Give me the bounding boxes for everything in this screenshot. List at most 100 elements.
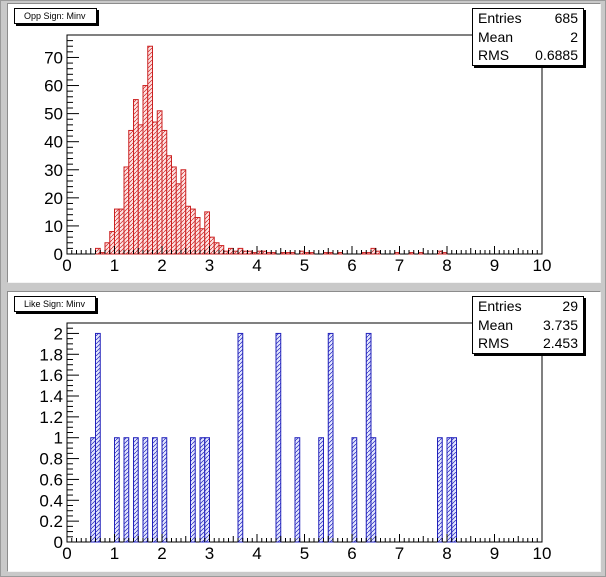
y-tick-label: 10 [44,217,63,236]
histogram-bin [133,99,139,255]
pad-opp-sign: 0 1 2 3 4 5 6 7 8 9 10 0 10 20 30 40 50 60 70 Opp Sign: Mi… [7,3,601,283]
x-tick-label: 9 [490,256,499,275]
histogram-bin [133,437,139,543]
opp-sign-histogram: 0 1 2 3 4 5 6 7 8 9 10 0 10 20 30 40 50 60 70 [44,34,551,275]
y-tick-label: 0.6 [39,470,63,489]
histogram-bin [327,332,334,543]
y-tick-label: 0 [54,533,63,552]
y-tick-label: 1 [54,429,63,448]
stats-rms: RMS 2.453 [473,334,583,353]
histogram-bin [123,437,130,543]
stats-box[interactable]: Entries 685 Mean 2 RMS 0.6885 [472,8,584,66]
histogram-bin [256,250,263,255]
histogram-bin [223,250,229,255]
y-tick-label: 60 [44,77,63,96]
x-tick-label: 0 [62,256,71,275]
x-tick-label: 6 [347,544,356,563]
x-tick-label: 1 [110,256,119,275]
y-tick-label: 50 [44,105,63,124]
y-tick-label: 70 [44,48,63,67]
histogram-bin [95,332,101,543]
x-tick-label: 10 [533,256,552,275]
stats-mean-label: Mean [478,316,514,333]
histogram-bin [218,245,225,255]
x-tick-label: 3 [205,256,214,275]
x-tick-label: 8 [442,544,451,563]
histogram-bin [351,437,358,543]
stats-entries-label: Entries [478,10,522,26]
histogram-title[interactable]: Opp Sign: Minv [14,8,97,24]
histogram-bin [180,169,187,255]
histogram-bin [247,250,253,255]
histogram-title[interactable]: Like Sign: Minv [14,296,97,312]
histogram-bin [104,242,111,255]
histogram-bin [337,252,343,255]
histogram-bin [446,437,453,543]
x-tick-label: 7 [395,544,404,563]
stats-rms-label: RMS [478,335,510,351]
stats-mean: Mean 3.735 [473,316,583,335]
histogram-bin [365,332,372,543]
histogram-bin [451,437,457,543]
histogram-bin [228,247,234,255]
histogram-bin [204,437,210,543]
x-tick-label: 7 [395,256,404,275]
histogram-bin [237,332,244,543]
bars [95,45,448,255]
histogram-bin [123,166,130,255]
histogram-bin [370,247,377,255]
histogram-bin [109,231,115,255]
x-tick-label: 9 [490,544,499,563]
histogram-bin [261,250,267,255]
stats-entries-label: Entries [478,298,522,314]
histogram-bin [152,437,158,543]
histogram-bin [114,437,120,543]
x-tick-label: 3 [205,544,214,563]
histogram-bin [95,247,101,255]
y-tick-label: 1.8 [39,345,63,364]
y-tick-label: 0.4 [39,491,63,510]
pad-like-sign: 0 1 2 3 4 5 6 7 8 9 10 0 0.2 0.4 0.6 0.8 1 1.2 1.4 1.6 1.8 2 … [7,291,601,572]
histogram-bin [185,205,191,255]
histogram-bin [166,155,172,255]
y-tick-label: 0.2 [39,512,63,531]
stats-rms-value: 0.6885 [535,47,578,63]
histogram-bin [114,208,120,255]
histogram-bin [361,252,367,255]
histogram-bin [394,252,400,255]
histogram-bin [152,121,158,255]
histogram-bin [142,437,149,543]
x-tick-label: 0 [62,544,71,563]
histogram-bin [327,252,334,255]
x-axis: 0 1 2 3 4 5 6 7 8 9 10 [62,246,551,275]
x-tick-label: 8 [442,256,451,275]
y-tick-label: 30 [44,161,63,180]
stats-mean-value: 3.735 [542,316,578,333]
stats-mean-label: Mean [478,28,514,45]
histogram-bin [308,252,315,255]
stats-entries: Entries 29 [473,297,583,316]
y-tick-label: 1.6 [39,366,63,385]
histogram-bin [232,250,239,255]
stats-rms-label: RMS [478,47,510,63]
histogram-bin [237,247,244,255]
stats-box[interactable]: Entries 29 Mean 3.735 RMS 2.453 [472,296,584,354]
like-sign-histogram: 0 1 2 3 4 5 6 7 8 9 10 0 0.2 0.4 0.60.8 1 1.2 1.4 1.6 1.8 2 [39,322,551,563]
histogram-bin [156,110,163,255]
histogram-bin [190,208,196,255]
histogram-bin [118,208,125,255]
histogram-bin [323,252,329,255]
y-tick-label: 0 [54,245,63,264]
histogram-bin [304,252,310,255]
y-tick-label: 1.4 [39,387,63,406]
x-tick-label: 5 [300,256,309,275]
bars [90,332,457,543]
x-tick-label: 5 [300,544,309,563]
x-axis: 0 1 2 3 4 5 6 7 8 9 10 [62,534,551,563]
histogram-bin [137,124,144,255]
histogram-bin [418,252,424,255]
histogram-bin [299,250,305,255]
stats-mean-value: 2 [570,28,578,45]
stats-rms-value: 2.453 [542,335,578,351]
